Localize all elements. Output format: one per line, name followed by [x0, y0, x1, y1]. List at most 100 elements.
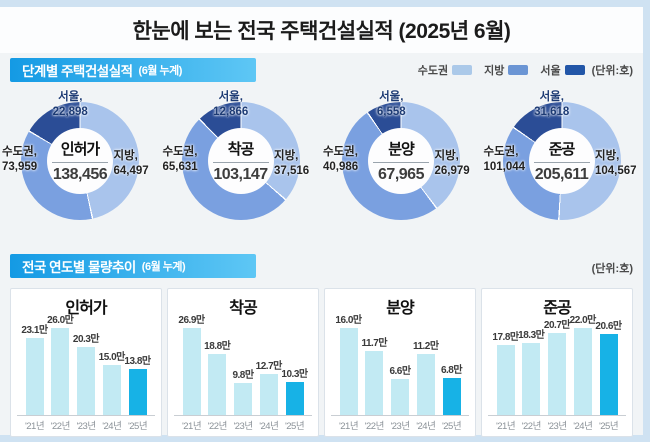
section2-unit-label: (단위:호) — [591, 263, 633, 275]
bar-value-label: 6.8만 — [440, 365, 463, 376]
bar-'23년 — [391, 379, 409, 415]
bar-'22년 — [365, 351, 384, 415]
x-axis-label: '21년 — [24, 421, 45, 432]
x-axis-label: '24년 — [416, 421, 436, 432]
bar-'25년 — [599, 334, 618, 415]
sudo-title: 수도권, — [162, 146, 198, 158]
bar-'21년 — [496, 345, 515, 415]
seoul-title: 서울, — [58, 91, 83, 103]
bar-slot: 18.8만 — [204, 337, 231, 415]
donut-total: 67,965 — [378, 166, 424, 183]
bar-value-label: 23.1만 — [21, 325, 48, 336]
x-axis-label: '23년 — [390, 421, 410, 432]
jibang-value: 37,516 — [274, 164, 310, 177]
bar-slot: 22.0만 — [569, 311, 597, 415]
bar-value-label: 15.0만 — [98, 352, 126, 363]
x-axis-labels: '21년 '22년 '23년 '24년 '25년 — [17, 418, 155, 432]
bar-slot: 10.3만 — [281, 365, 308, 415]
donut-name: 인허가 — [60, 141, 100, 158]
bar-chart-plot: 23.1만 26.0만 20.3만 15.0만 13.8만 — [17, 313, 155, 416]
bar-chart-card-인허가: 인허가 23.1만 26.0만 20.3만 15.0만 13.8만 '21년 '22년 '23년… — [10, 288, 162, 437]
sudo-value: 65,631 — [162, 160, 198, 173]
bar-slot: 17.8만 — [492, 328, 519, 415]
section1-header-row: 단계별 주택건설실적 (6월 누계) 수도권 지방 서울 (단위:호) — [0, 57, 643, 87]
bar-value-label: 20.6만 — [595, 321, 622, 332]
donut-divider — [52, 162, 108, 163]
donut-name: 준공 — [548, 141, 576, 158]
donut-label-seoul: 서울, 31,618 — [482, 90, 623, 120]
jibang-title: 지방, — [595, 150, 620, 162]
x-axis-label: '22년 — [207, 421, 228, 432]
donut-center: 준공 205,611 — [528, 128, 595, 194]
bar-chart-card-착공: 착공 26.9만 18.8만 9.8만 12.7만 10.3만 '21년 '22년 '23년 '2… — [167, 288, 319, 437]
donut-chart-인허가: 인허가 138,456 — [21, 102, 139, 220]
bar-'21년 — [182, 328, 201, 415]
jibang-title: 지방, — [434, 150, 459, 162]
section2-banner: 전국 연도별 물량추이 (6월 누계) — [10, 254, 256, 278]
donut-chart-준공: 준공 205,611 — [502, 102, 621, 220]
bar-'25년 — [442, 378, 461, 415]
sudo-title: 수도권, — [2, 146, 37, 158]
bar-'24년 — [416, 354, 435, 415]
bar-'25년 — [128, 369, 147, 415]
donut-label-sudogwon: 수도권, 65,631 — [163, 145, 198, 175]
legend-label: 서울 — [540, 65, 561, 77]
bar-value-label: 16.0만 — [335, 315, 362, 326]
donut-unit-인허가: 인허가 138,456 서울, 22,898 수도권, 73,959 지방, 64,497 — [0, 89, 161, 249]
donut-chart-착공: 착공 103,147 — [181, 102, 300, 220]
seoul-value: 31,618 — [534, 105, 570, 118]
x-axis-label: '21년 — [181, 421, 202, 432]
x-axis-label: '24년 — [102, 421, 122, 432]
bar-'23년 — [77, 347, 95, 415]
sudo-title: 수도권, — [323, 146, 358, 158]
bar-value-label: 26.0만 — [47, 315, 74, 326]
legend-label: 지방 — [484, 65, 505, 77]
donut-label-sudogwon: 수도권, 40,986 — [323, 145, 358, 175]
donut-center: 인허가 138,456 — [47, 128, 113, 194]
bar-value-label: 17.8만 — [492, 332, 519, 343]
donut-label-sudogwon: 수도권, 73,959 — [2, 145, 37, 175]
section2-header-row: 전국 연도별 물량추이 (6월 누계) (단위:호) — [0, 253, 643, 283]
bar-slot: 6.8만 — [439, 361, 464, 415]
donut-chart-분양: 분양 67,965 — [342, 102, 460, 220]
bar-value-label: 22.0만 — [569, 315, 597, 326]
donut-total: 205,611 — [534, 166, 589, 183]
legend-swatch — [452, 65, 473, 75]
donut-total: 138,456 — [52, 166, 108, 183]
donut-label-seoul: 서울, 6,558 — [321, 90, 462, 120]
donut-label-jibang: 지방, 26,979 — [435, 149, 485, 179]
bar-value-label: 10.3만 — [281, 369, 308, 380]
donut-unit-준공: 준공 205,611 서울, 31,618 수도권, 101,044 지방, 104,567 — [482, 89, 643, 249]
x-axis-label: '25년 — [284, 421, 305, 432]
legend-item-수도권: 수도권 — [418, 62, 473, 78]
x-axis-label: '24년 — [573, 421, 593, 432]
legend-swatch — [508, 65, 529, 75]
donut-total: 103,147 — [213, 166, 268, 183]
bar-value-label: 6.6만 — [389, 366, 411, 377]
bar-chart-title: 분양 — [386, 300, 414, 317]
donut-center: 착공 103,147 — [207, 128, 274, 194]
donut-divider — [212, 162, 269, 163]
page-title: 한눈에 보는 전국 주택건설실적 (2025년 6월) — [132, 20, 511, 43]
bar-chart-title: 준공 — [543, 300, 571, 317]
bar-value-label: 20.7만 — [543, 320, 571, 331]
bar-value-label: 18.3만 — [518, 330, 545, 341]
bar-slot: 16.0만 — [335, 311, 362, 415]
bar-slot: 6.6만 — [388, 362, 413, 415]
sudo-value: 101,044 — [483, 160, 526, 173]
bar-'23년 — [548, 333, 566, 415]
bar-chart-card-준공: 준공 17.8만 18.3만 20.7만 22.0만 20.6만 '21년 '22년 '23년 '… — [481, 288, 633, 437]
bar-value-label: 20.3만 — [72, 334, 100, 345]
bar-value-label: 11.7만 — [361, 338, 388, 349]
seoul-value: 12,866 — [213, 105, 249, 118]
sudo-title: 수도권, — [483, 146, 519, 158]
bar-'24년 — [102, 365, 121, 415]
bar-slot: 11.2만 — [413, 337, 439, 415]
sudo-value: 73,959 — [2, 160, 38, 173]
bar-chart-row: 인허가 23.1만 26.0만 20.3만 15.0만 13.8만 '21년 '22년 '23년… — [10, 288, 633, 437]
x-axis-label: '21년 — [495, 421, 516, 432]
jibang-value: 26,979 — [434, 164, 470, 177]
bar-slot: 26.0만 — [47, 311, 74, 415]
x-axis-label: '21년 — [338, 421, 359, 432]
